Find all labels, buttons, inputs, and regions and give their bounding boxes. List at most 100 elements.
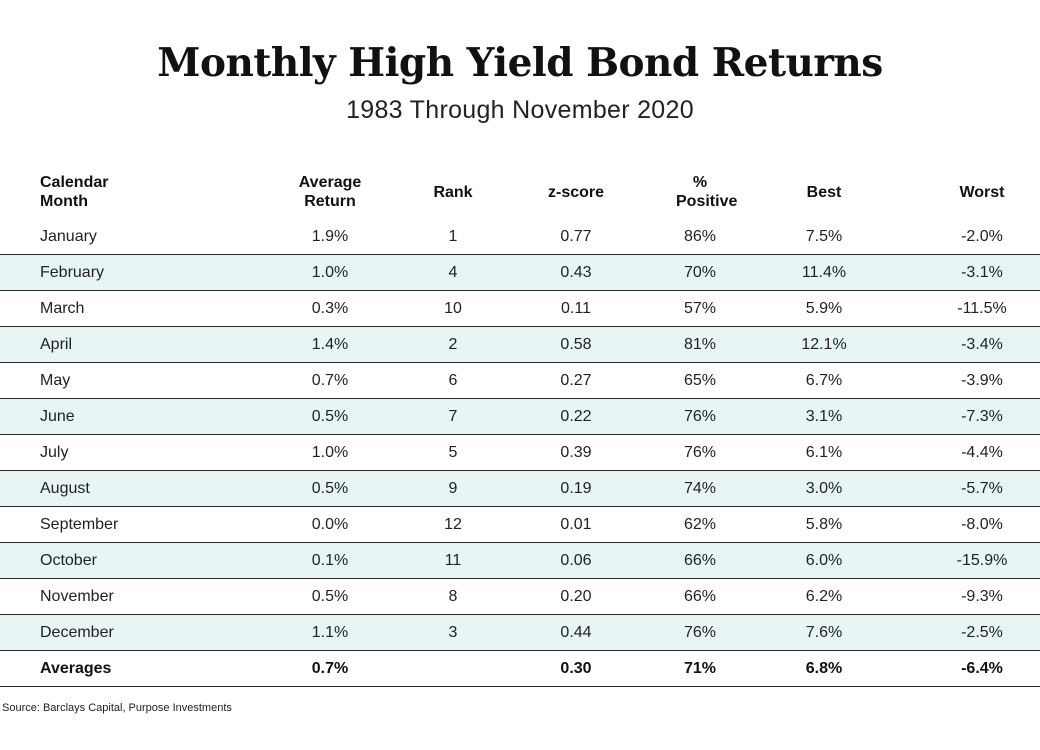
cell-month: July — [0, 434, 230, 471]
table-row: May 0.7% 6 0.27 65% 6.7% -3.9% — [0, 362, 1040, 399]
cell-z-score: 0.06 — [476, 542, 676, 579]
header-average-return: Average Return — [230, 165, 430, 219]
cell-best: 6.7% — [724, 362, 924, 399]
cell-rank: 10 — [430, 290, 476, 327]
cell-average-return: 1.1% — [230, 614, 430, 651]
cell-average-return: 0.5% — [230, 398, 430, 435]
table-row: March 0.3% 10 0.11 57% 5.9% -11.5% — [0, 290, 1040, 327]
table-row: February 1.0% 4 0.43 70% 11.4% -3.1% — [0, 254, 1040, 291]
cell-percent-positive: 57% — [676, 290, 724, 327]
cell-rank: 1 — [430, 219, 476, 255]
cell-month: May — [0, 362, 230, 399]
cell-average-return: 1.9% — [230, 219, 430, 255]
cell-rank: 11 — [430, 542, 476, 579]
cell-worst: -8.0% — [924, 506, 1040, 543]
cell-rank: 9 — [430, 470, 476, 507]
header-worst-line1: Worst — [959, 183, 1005, 201]
table-row: July 1.0% 5 0.39 76% 6.1% -4.4% — [0, 434, 1040, 471]
cell-percent-positive: 76% — [676, 614, 724, 651]
table-row: August 0.5% 9 0.19 74% 3.0% -5.7% — [0, 470, 1040, 507]
cell-average-return: 1.4% — [230, 326, 430, 363]
cell-z-score: 0.77 — [476, 219, 676, 255]
cell-rank: 4 — [430, 254, 476, 291]
cell-z-score: 0.01 — [476, 506, 676, 543]
cell-rank: 12 — [430, 506, 476, 543]
cell-percent-positive: 76% — [676, 398, 724, 435]
table-row: December 1.1% 3 0.44 76% 7.6% -2.5% — [0, 614, 1040, 651]
cell-worst: -2.5% — [924, 614, 1040, 651]
cell-z-score: 0.20 — [476, 578, 676, 615]
cell-percent-positive: 76% — [676, 434, 724, 471]
cell-percent-positive: 66% — [676, 542, 724, 579]
cell-average-return: 1.0% — [230, 254, 430, 291]
cell-month: November — [0, 578, 230, 615]
cell-month: March — [0, 290, 230, 327]
cell-best: 7.6% — [724, 614, 924, 651]
cell-rank: 8 — [430, 578, 476, 615]
averages-rank — [430, 650, 476, 687]
header-rank-line1: Rank — [433, 183, 473, 201]
cell-best: 3.0% — [724, 470, 924, 507]
table-row: October 0.1% 11 0.06 66% 6.0% -15.9% — [0, 542, 1040, 579]
table-header: Calendar Month Average Return Rank z-score % P… — [0, 165, 1040, 219]
cell-best: 3.1% — [724, 398, 924, 435]
cell-month: December — [0, 614, 230, 651]
header-month-line1: Calendar — [40, 174, 109, 191]
table-row: January 1.9% 1 0.77 86% 7.5% -2.0% — [0, 219, 1040, 255]
header-worst: Worst — [924, 165, 1040, 219]
cell-worst: -5.7% — [924, 470, 1040, 507]
cell-worst: -2.0% — [924, 219, 1040, 255]
cell-best: 6.2% — [724, 578, 924, 615]
averages-row: Averages 0.7% 0.30 71% 6.8% -6.4% — [0, 650, 1040, 687]
header-percent-positive-line1: % Positive — [676, 174, 738, 210]
header-percent-positive: % Positive — [676, 165, 737, 219]
cell-percent-positive: 70% — [676, 254, 724, 291]
averages-best: 6.8% — [724, 650, 924, 687]
cell-z-score: 0.44 — [476, 614, 676, 651]
header-month-line2: Month — [40, 193, 88, 210]
cell-percent-positive: 65% — [676, 362, 724, 399]
cell-best: 12.1% — [724, 326, 924, 363]
chart-title: Monthly High Yield Bond Returns — [157, 40, 883, 86]
cell-average-return: 0.7% — [230, 362, 430, 399]
source-note: Source: Barclays Capital, Purpose Invest… — [2, 702, 232, 714]
cell-z-score: 0.27 — [476, 362, 676, 399]
cell-month: June — [0, 398, 230, 435]
cell-average-return: 0.3% — [230, 290, 430, 327]
cell-z-score: 0.19 — [476, 470, 676, 507]
cell-best: 6.0% — [724, 542, 924, 579]
header-row: Calendar Month Average Return Rank z-score % P… — [0, 165, 1040, 219]
table-row: June 0.5% 7 0.22 76% 3.1% -7.3% — [0, 398, 1040, 435]
table-row: November 0.5% 8 0.20 66% 6.2% -9.3% — [0, 578, 1040, 615]
table-row: September 0.0% 12 0.01 62% 5.8% -8.0% — [0, 506, 1040, 543]
cell-rank: 7 — [430, 398, 476, 435]
cell-month: April — [0, 326, 230, 363]
cell-month: October — [0, 542, 230, 579]
cell-worst: -9.3% — [924, 578, 1040, 615]
cell-worst: -4.4% — [924, 434, 1040, 471]
header-best-line1: Best — [806, 183, 842, 201]
cell-rank: 5 — [430, 434, 476, 471]
returns-table: Calendar Month Average Return Rank z-score % P… — [0, 165, 1040, 687]
averages-worst: -6.4% — [924, 650, 1040, 687]
table-body: January 1.9% 1 0.77 86% 7.5% -2.0% February 1.0%… — [0, 219, 1040, 687]
cell-percent-positive: 74% — [676, 470, 724, 507]
header-average-return-line1: Average — [298, 174, 362, 191]
averages-average-return: 0.7% — [230, 650, 430, 687]
header-rank: Rank — [430, 165, 476, 219]
cell-percent-positive: 62% — [676, 506, 724, 543]
header-best: Best — [724, 165, 924, 219]
cell-best: 11.4% — [724, 254, 924, 291]
cell-z-score: 0.58 — [476, 326, 676, 363]
averages-z-score: 0.30 — [476, 650, 676, 687]
cell-best: 5.8% — [724, 506, 924, 543]
cell-worst: -11.5% — [924, 290, 1040, 327]
cell-month: February — [0, 254, 230, 291]
cell-worst: -7.3% — [924, 398, 1040, 435]
table-row: April 1.4% 2 0.58 81% 12.1% -3.4% — [0, 326, 1040, 363]
averages-percent-positive: 71% — [676, 650, 724, 687]
cell-rank: 6 — [430, 362, 476, 399]
cell-best: 5.9% — [724, 290, 924, 327]
returns-table-container: Calendar Month Average Return Rank z-score % P… — [0, 165, 1040, 687]
cell-rank: 2 — [430, 326, 476, 363]
